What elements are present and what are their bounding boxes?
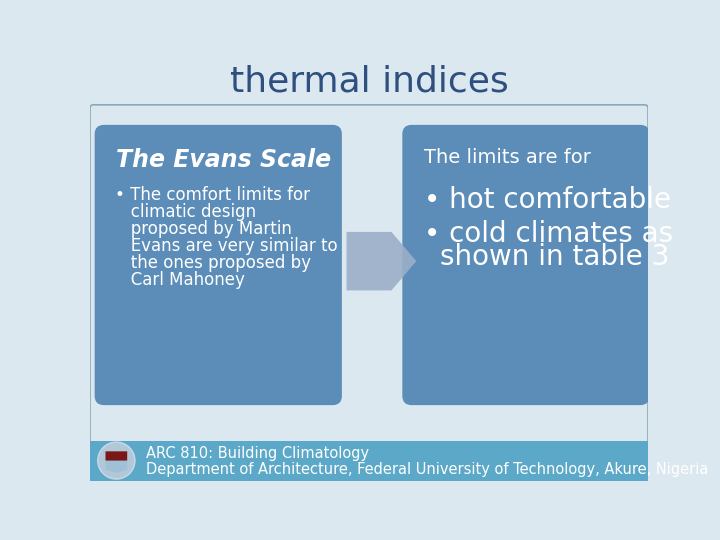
Text: The limits are for: The limits are for — [424, 148, 591, 167]
FancyBboxPatch shape — [402, 125, 649, 405]
Text: ARC 810: Building Climatology: ARC 810: Building Climatology — [145, 446, 369, 461]
Text: thermal indices: thermal indices — [230, 65, 508, 99]
Text: Evans are very similar to: Evans are very similar to — [114, 237, 338, 255]
Text: • cold climates as: • cold climates as — [424, 220, 673, 248]
Polygon shape — [106, 451, 127, 465]
Text: Department of Architecture, Federal University of Technology, Akure, Nigeria: Department of Architecture, Federal Univ… — [145, 462, 708, 477]
Polygon shape — [346, 232, 416, 291]
Text: The Evans Scale: The Evans Scale — [117, 148, 331, 172]
FancyBboxPatch shape — [90, 105, 648, 444]
Polygon shape — [106, 461, 127, 473]
Text: • The comfort limits for: • The comfort limits for — [114, 186, 310, 205]
Text: shown in table 3: shown in table 3 — [439, 244, 669, 272]
Text: proposed by Martin: proposed by Martin — [114, 220, 292, 238]
Text: the ones proposed by: the ones proposed by — [114, 254, 311, 272]
FancyBboxPatch shape — [90, 441, 648, 481]
FancyBboxPatch shape — [94, 125, 342, 405]
Text: Carl Mahoney: Carl Mahoney — [114, 271, 245, 289]
Text: • hot comfortable: • hot comfortable — [424, 186, 671, 214]
Circle shape — [99, 444, 133, 477]
Circle shape — [98, 442, 135, 479]
Text: climatic design: climatic design — [114, 204, 256, 221]
